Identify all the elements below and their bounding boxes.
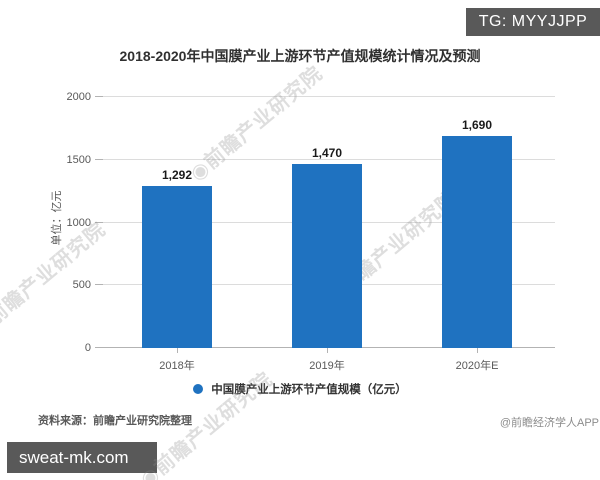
plot-area: 0 500 1000 1500 2000 1,292 2018年 1,470 2019年 1,69… bbox=[67, 91, 555, 372]
y-tick-500 bbox=[95, 284, 103, 286]
source-note: 资料来源：前瞻产业研究院整理 bbox=[38, 415, 192, 427]
y-tick-1500 bbox=[95, 158, 103, 160]
x-tick-2019年 bbox=[327, 348, 328, 353]
y-tick-label-500: 500 bbox=[72, 279, 91, 292]
y-tick-label-0: 0 bbox=[84, 342, 91, 354]
legend: 中国膜产业上游环节产值规模（亿元） bbox=[0, 381, 600, 397]
y-tick-label-1500: 1500 bbox=[66, 153, 91, 166]
site-watermark-badge: sweat-mk.com bbox=[7, 442, 157, 473]
telegram-badge: TG: MYYJJPP bbox=[466, 8, 600, 36]
chart-title: 2018-2020年中国膜产业上游环节产值规模统计情况及预测 bbox=[119, 48, 481, 64]
credit-note: @前瞻经济学人APP bbox=[499, 417, 599, 429]
bar-value-2020年E: 1,690 bbox=[461, 117, 493, 132]
legend-label: 中国膜产业上游环节产值规模（亿元） bbox=[211, 384, 407, 396]
bar-2020年E: 1,690 bbox=[442, 118, 512, 348]
bar-2018年: 1,292 bbox=[142, 168, 212, 348]
x-axis-label-2018年: 2018年 bbox=[159, 360, 195, 372]
x-axis-label-2020年E: 2020年E bbox=[455, 360, 499, 372]
x-tick-2018年 bbox=[177, 348, 178, 353]
bar-2019年: 1,470 bbox=[292, 146, 362, 348]
y-tick-label-2000: 2000 bbox=[66, 91, 91, 103]
bar-value-2018年: 1,292 bbox=[161, 167, 193, 182]
y-tick-1000 bbox=[95, 221, 103, 223]
y-tick-label-1000: 1000 bbox=[66, 216, 91, 229]
gridline-1500 bbox=[95, 158, 555, 160]
gridline-2000 bbox=[95, 96, 555, 97]
x-axis-label-2019年: 2019年 bbox=[309, 360, 345, 372]
legend-marker-icon bbox=[193, 384, 204, 394]
y-tick-2000 bbox=[95, 96, 103, 97]
y-tick-0 bbox=[95, 347, 103, 348]
x-tick-2020年E bbox=[477, 348, 478, 353]
bar-value-2019年: 1,470 bbox=[311, 145, 343, 160]
